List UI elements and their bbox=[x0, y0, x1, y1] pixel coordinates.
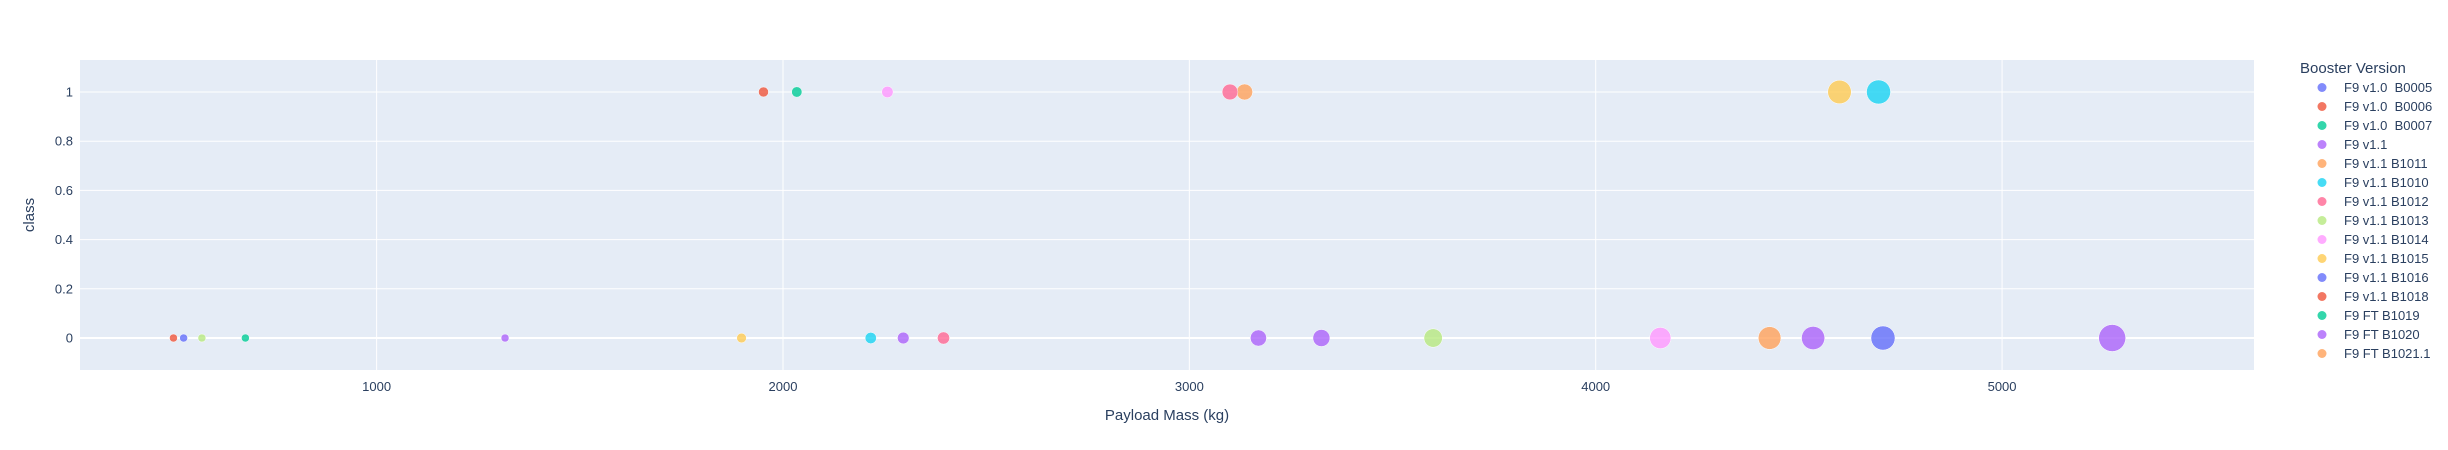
data-point bbox=[1250, 329, 1267, 347]
x-tick-label: 4000 bbox=[1581, 379, 1610, 394]
data-point bbox=[500, 333, 510, 343]
legend-entry-label: F9 v1.1 B1011 bbox=[2344, 156, 2428, 171]
plot-background bbox=[80, 60, 2254, 370]
data-point bbox=[1236, 83, 1253, 101]
data-point bbox=[169, 333, 178, 343]
y-axis-title: class bbox=[21, 198, 38, 232]
data-point bbox=[197, 333, 207, 343]
y-tick-label: 0.4 bbox=[55, 232, 73, 247]
legend-entry-label: F9 v1.0 B0005 bbox=[2344, 80, 2432, 95]
y-tick-label: 1 bbox=[66, 84, 73, 99]
data-point bbox=[2098, 324, 2126, 352]
x-tick-label: 1000 bbox=[362, 379, 391, 394]
data-point bbox=[1870, 325, 1896, 351]
legend-entry-label: F9 v1.1 B1010 bbox=[2344, 175, 2429, 190]
data-point bbox=[241, 333, 250, 343]
legend-marker bbox=[2317, 330, 2327, 339]
legend-marker bbox=[2317, 349, 2327, 358]
data-points bbox=[169, 79, 2126, 352]
grid-lines bbox=[80, 60, 2254, 370]
x-tick-label: 2000 bbox=[769, 379, 798, 394]
legend-marker bbox=[2317, 216, 2327, 225]
legend-title: Booster Version bbox=[2300, 60, 2406, 77]
data-point bbox=[1221, 83, 1239, 101]
y-tick-label: 0.6 bbox=[55, 183, 73, 198]
legend-marker bbox=[2317, 254, 2327, 263]
legend-entry-label: F9 v1.1 bbox=[2344, 137, 2387, 152]
data-point bbox=[1649, 327, 1672, 349]
legend-entry-label: F9 FT B1019 bbox=[2344, 308, 2420, 323]
y-tick-label: 0.8 bbox=[55, 134, 73, 149]
x-tick-label: 3000 bbox=[1175, 379, 1204, 394]
data-point bbox=[1423, 328, 1443, 348]
legend-marker bbox=[2317, 235, 2327, 244]
data-point bbox=[937, 331, 950, 345]
legend-marker bbox=[2317, 121, 2327, 130]
legend-entry-label: F9 v1.0 B0006 bbox=[2344, 99, 2432, 114]
legend-marker bbox=[2317, 159, 2327, 168]
legend-entry-label: F9 v1.1 B1013 bbox=[2344, 213, 2429, 228]
data-point bbox=[1866, 79, 1891, 105]
y-axis-ticks: 0 0.2 0.4 0.6 0.8 1 bbox=[55, 84, 73, 345]
legend-marker bbox=[2317, 102, 2327, 111]
data-point bbox=[736, 332, 747, 344]
legend-marker bbox=[2317, 83, 2327, 92]
legend-marker bbox=[2317, 292, 2327, 301]
data-point bbox=[758, 86, 769, 98]
x-axis-ticks: 1000 2000 3000 4000 5000 bbox=[362, 379, 2016, 394]
y-tick-label: 0 bbox=[66, 331, 73, 346]
legend: Booster Version F9 v1.0 B0005 F9 v1.0 B00… bbox=[2300, 60, 2432, 361]
legend-entry-label: F9 v1.1 B1016 bbox=[2344, 270, 2429, 285]
x-axis-title: Payload Mass (kg) bbox=[1105, 407, 1229, 424]
data-point bbox=[897, 331, 910, 345]
legend-entry-label: F9 v1.1 B1018 bbox=[2344, 289, 2429, 304]
data-point bbox=[791, 86, 803, 98]
x-tick-label: 5000 bbox=[1988, 379, 2017, 394]
data-point bbox=[179, 333, 188, 343]
legend-entry-label: F9 FT B1021.1 bbox=[2344, 346, 2430, 361]
data-point bbox=[1312, 329, 1331, 347]
data-point bbox=[1827, 79, 1852, 105]
data-point bbox=[1801, 326, 1825, 350]
legend-marker bbox=[2317, 140, 2327, 149]
legend-marker bbox=[2317, 273, 2327, 282]
legend-entry-label: F9 FT B1020 bbox=[2344, 327, 2420, 342]
data-point bbox=[881, 85, 894, 99]
legend-entry-label: F9 v1.1 B1012 bbox=[2344, 194, 2429, 209]
legend-marker bbox=[2317, 178, 2327, 187]
legend-entry-label: F9 v1.0 B0007 bbox=[2344, 118, 2432, 133]
legend-marker bbox=[2317, 311, 2327, 320]
legend-marker bbox=[2317, 197, 2327, 206]
data-point bbox=[864, 332, 877, 344]
legend-entry-label: F9 v1.1 B1015 bbox=[2344, 251, 2429, 266]
data-point bbox=[1758, 326, 1782, 350]
y-tick-label: 0.2 bbox=[55, 281, 73, 296]
legend-entry-label: F9 v1.1 B1014 bbox=[2344, 232, 2429, 247]
